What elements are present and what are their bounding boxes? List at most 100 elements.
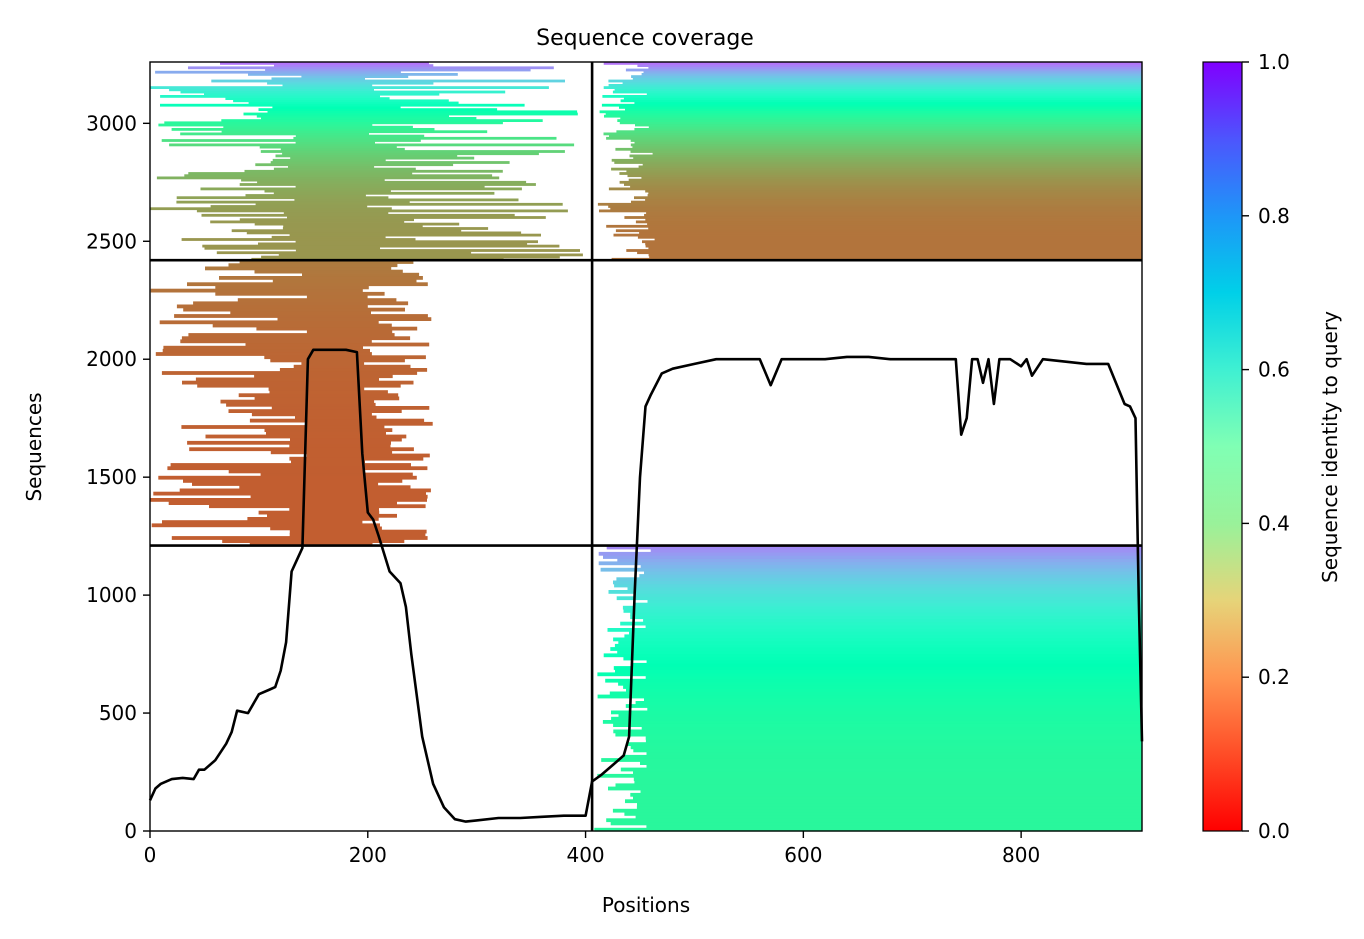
heatmap-row bbox=[630, 139, 1142, 142]
heatmap-row bbox=[630, 185, 1142, 189]
heatmap-row bbox=[603, 86, 1142, 89]
heatmap-row bbox=[290, 156, 475, 160]
heatmap-row bbox=[282, 227, 489, 230]
heatmap-row bbox=[256, 114, 449, 118]
heatmap-row bbox=[637, 235, 1142, 239]
heatmap-row bbox=[613, 637, 1142, 642]
heatmap-row bbox=[231, 229, 462, 233]
heatmap-row bbox=[623, 609, 1142, 613]
heatmap-row bbox=[169, 143, 575, 147]
y-tick-label: 500 bbox=[99, 701, 137, 725]
heatmap-row bbox=[613, 233, 1142, 237]
heatmap-row bbox=[608, 590, 1142, 594]
heatmap-row bbox=[187, 282, 428, 287]
heatmap-row bbox=[608, 84, 1142, 87]
heatmap-row bbox=[641, 726, 1142, 731]
heatmap-row bbox=[181, 425, 385, 429]
heatmap-row bbox=[215, 285, 369, 290]
heatmap-row bbox=[599, 110, 1142, 114]
heatmap-row bbox=[624, 812, 1142, 816]
heatmap-row bbox=[243, 112, 578, 116]
heatmap-row bbox=[274, 64, 434, 67]
heatmap-row bbox=[210, 220, 405, 224]
heatmap-row bbox=[251, 412, 372, 417]
heatmap-row bbox=[162, 348, 370, 353]
heatmap-row bbox=[645, 198, 1142, 202]
x-tick-label: 200 bbox=[349, 843, 387, 867]
heatmap-row bbox=[239, 260, 414, 264]
heatmap-row bbox=[180, 339, 372, 344]
heatmap-row bbox=[646, 659, 1142, 664]
heatmap-row bbox=[228, 263, 398, 268]
colorbar-label: Sequence identity to query bbox=[1318, 311, 1342, 583]
heatmap-row bbox=[273, 191, 495, 195]
heatmap-row bbox=[258, 510, 380, 515]
heatmap-row bbox=[306, 453, 430, 458]
heatmap-row bbox=[615, 229, 1142, 233]
heatmap-row bbox=[271, 77, 365, 81]
heatmap-row bbox=[635, 815, 1142, 819]
heatmap-row bbox=[642, 163, 1142, 167]
heatmap-row bbox=[161, 139, 421, 142]
heatmap-row bbox=[289, 532, 426, 537]
heatmap-row bbox=[158, 123, 373, 127]
heatmap-row bbox=[640, 761, 1142, 765]
x-axis: 0 200 400 600 800 bbox=[144, 831, 1040, 867]
heatmap-row bbox=[180, 90, 506, 94]
heatmap-row bbox=[625, 799, 1142, 804]
heatmap-row bbox=[610, 647, 1142, 651]
heatmap-row bbox=[645, 675, 1142, 680]
heatmap-row bbox=[640, 564, 1142, 569]
heatmap-row bbox=[597, 694, 1142, 699]
heatmap-row bbox=[220, 62, 429, 65]
heatmap-row bbox=[202, 244, 560, 248]
heatmap-row bbox=[260, 472, 413, 477]
heatmap-row bbox=[248, 101, 459, 105]
heatmap-row bbox=[635, 123, 1142, 127]
heatmap-row bbox=[620, 767, 1142, 772]
heatmap-row bbox=[277, 317, 432, 321]
heatmap-row bbox=[639, 574, 1142, 578]
heatmap-row bbox=[261, 255, 560, 259]
heatmap-row bbox=[619, 121, 1142, 125]
heatmap-row bbox=[219, 276, 423, 280]
heatmap-row bbox=[204, 92, 440, 96]
heatmap-row bbox=[606, 818, 1142, 823]
heatmap-row bbox=[174, 314, 428, 318]
heatmap-row bbox=[295, 415, 377, 420]
heatmap-row bbox=[618, 713, 1142, 718]
heatmap-row bbox=[646, 764, 1142, 769]
heatmap-row bbox=[241, 178, 385, 182]
heatmap-row bbox=[632, 77, 1142, 81]
heatmap-row bbox=[295, 240, 538, 244]
heatmap-row bbox=[646, 824, 1142, 829]
heatmap-row bbox=[645, 244, 1142, 248]
heatmap-row bbox=[620, 99, 1142, 103]
heatmap-row bbox=[640, 789, 1142, 794]
heatmap-row bbox=[599, 209, 1142, 213]
heatmap-row bbox=[153, 491, 427, 496]
heatmap-row bbox=[223, 125, 413, 129]
heatmap-row bbox=[156, 176, 500, 180]
heatmap-row bbox=[221, 119, 543, 122]
heatmap-row bbox=[211, 79, 566, 83]
heatmap-row bbox=[648, 246, 1142, 250]
heatmap-row bbox=[266, 431, 386, 436]
heatmap-row bbox=[244, 169, 503, 173]
heatmap-row bbox=[607, 628, 1142, 632]
heatmap-row bbox=[150, 288, 363, 293]
heatmap-row bbox=[287, 216, 546, 219]
heatmap-row bbox=[294, 198, 519, 202]
heatmap-row bbox=[617, 650, 1142, 654]
heatmap-row bbox=[167, 466, 428, 471]
heatmap-row bbox=[610, 821, 1142, 826]
heatmap-row bbox=[293, 136, 557, 140]
heatmap-row bbox=[272, 279, 417, 283]
heatmap-row bbox=[246, 231, 522, 235]
chart-title: Sequence coverage bbox=[536, 26, 754, 51]
heatmap-row bbox=[634, 593, 1142, 597]
heatmap-row bbox=[301, 75, 409, 78]
heatmap-row bbox=[605, 112, 1142, 116]
heatmap-row bbox=[620, 621, 1142, 626]
